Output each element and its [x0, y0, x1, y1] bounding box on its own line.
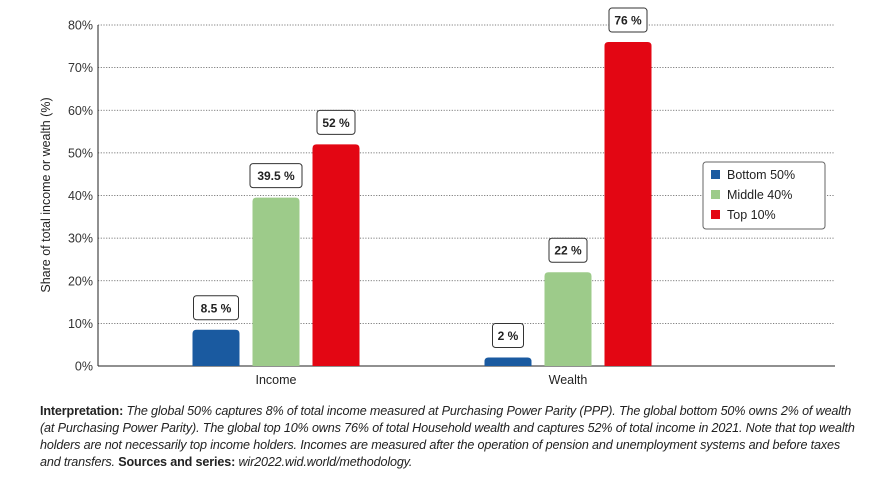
- y-tick-label: 60%: [68, 104, 93, 118]
- data-label: 2 %: [498, 329, 519, 343]
- legend-label: Top 10%: [727, 208, 776, 222]
- bar: [604, 42, 652, 367]
- data-label: 39.5 %: [257, 169, 295, 183]
- y-tick-label: 0%: [75, 360, 93, 374]
- data-label-box: [548, 237, 588, 263]
- data-label: 8.5 %: [201, 301, 232, 315]
- y-tick-label: 20%: [68, 274, 93, 288]
- bar: [484, 357, 532, 366]
- data-label-box: [193, 295, 239, 321]
- bar: [312, 144, 360, 366]
- legend: [702, 161, 826, 230]
- bar-chart: 0% 10% 20% 30% 40% 50% 60% 70% 80% Share of total…: [39, 7, 835, 387]
- legend-swatch: [711, 190, 720, 199]
- interpretation-text: The global 50% captures 8% of total inco…: [40, 404, 855, 469]
- data-label-box: [492, 322, 524, 348]
- x-tick-label: Wealth: [549, 373, 588, 387]
- bar: [252, 197, 300, 366]
- legend-label: Bottom 50%: [727, 168, 795, 182]
- data-label-box: [249, 163, 303, 189]
- y-tick-label: 30%: [68, 232, 93, 246]
- sources-text: wir2022.wid.world/methodology.: [235, 455, 413, 469]
- y-axis-label: Share of total income or wealth (%): [39, 97, 53, 292]
- data-label-box: [608, 7, 648, 33]
- legend-label: Middle 40%: [727, 188, 792, 202]
- legend-swatch: [711, 170, 720, 179]
- legend-swatch: [711, 210, 720, 219]
- x-tick-label: Income: [256, 373, 297, 387]
- interpretation-note: Interpretation: The global 50% captures …: [40, 403, 860, 471]
- y-tick-label: 10%: [68, 317, 93, 331]
- y-tick-label: 70%: [68, 61, 93, 75]
- bar: [192, 329, 240, 366]
- y-tick-label: 80%: [68, 19, 93, 33]
- data-label: 52 %: [322, 116, 350, 130]
- y-tick-label: 50%: [68, 146, 93, 160]
- data-label-box: [316, 109, 356, 135]
- interpretation-label: Interpretation:: [40, 404, 124, 418]
- sources-label: Sources and series:: [118, 455, 236, 469]
- data-label: 22 %: [554, 244, 582, 258]
- data-label: 76 %: [614, 14, 642, 28]
- y-tick-label: 40%: [68, 189, 93, 203]
- bar: [544, 272, 592, 366]
